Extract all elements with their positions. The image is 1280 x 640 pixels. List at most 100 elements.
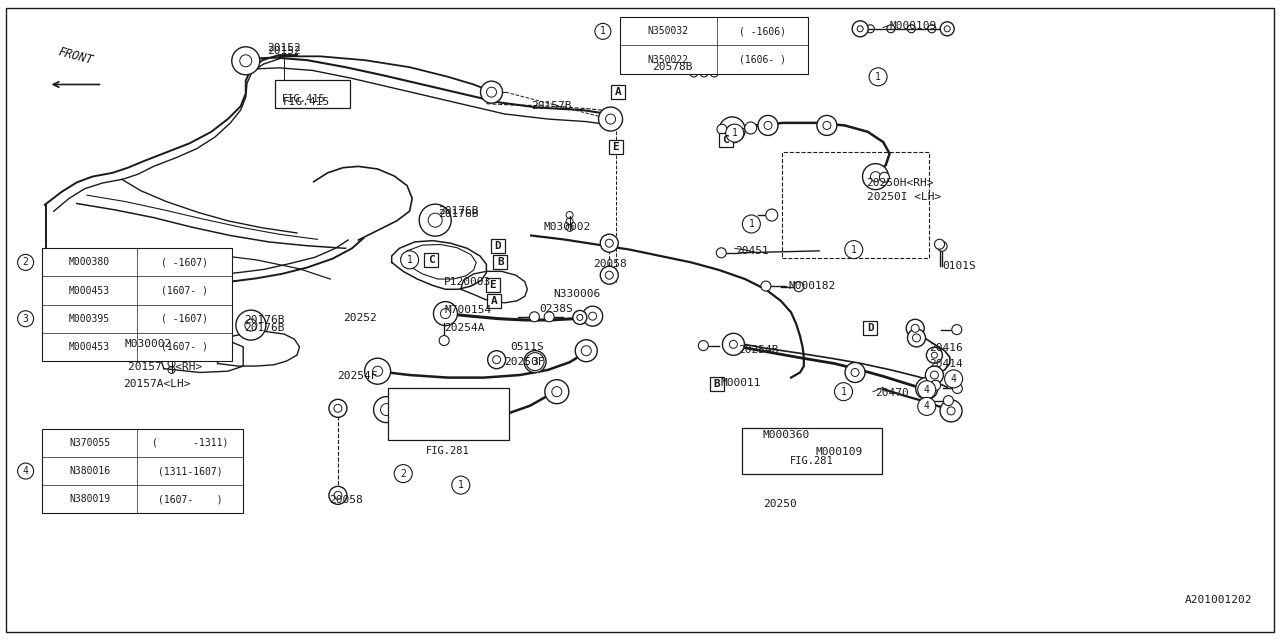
Text: A: A [614, 86, 622, 97]
Text: (1311-1607): (1311-1607) [157, 466, 223, 476]
Circle shape [18, 311, 33, 326]
Text: 2: 2 [401, 468, 406, 479]
Text: FIG.281: FIG.281 [790, 456, 833, 466]
Circle shape [589, 312, 596, 320]
Bar [719, 132, 732, 147]
Bar [488, 294, 500, 308]
Circle shape [380, 404, 393, 415]
Bar [486, 278, 499, 292]
Circle shape [717, 248, 726, 258]
Circle shape [845, 362, 865, 383]
Circle shape [947, 407, 955, 415]
Text: (      -1311): ( -1311) [152, 438, 228, 448]
Text: 0101S: 0101S [942, 261, 975, 271]
Circle shape [937, 241, 947, 252]
Circle shape [794, 282, 804, 292]
Text: A: A [490, 296, 498, 306]
Text: N370055: N370055 [69, 438, 110, 448]
Circle shape [851, 369, 859, 376]
Circle shape [722, 333, 745, 355]
Circle shape [931, 380, 941, 390]
Circle shape [823, 122, 831, 129]
Circle shape [18, 254, 33, 270]
Circle shape [765, 209, 778, 221]
Text: M000109: M000109 [890, 20, 937, 31]
Circle shape [329, 486, 347, 504]
Text: 20254B: 20254B [739, 345, 780, 355]
Circle shape [817, 115, 837, 136]
Text: ( -1607): ( -1607) [161, 314, 207, 324]
Text: M000453: M000453 [69, 285, 110, 296]
Circle shape [719, 117, 745, 143]
Circle shape [927, 347, 942, 363]
Circle shape [429, 213, 442, 227]
Text: 20176B: 20176B [438, 206, 479, 216]
Circle shape [581, 346, 591, 356]
Circle shape [600, 266, 618, 284]
Text: (1607- ): (1607- ) [161, 342, 207, 352]
Circle shape [934, 239, 945, 249]
Text: 20250H<RH>: 20250H<RH> [867, 178, 934, 188]
Circle shape [906, 319, 924, 337]
Circle shape [552, 387, 562, 397]
Text: 20250F: 20250F [504, 356, 545, 367]
Circle shape [582, 306, 603, 326]
Text: 1: 1 [600, 26, 605, 36]
Text: 20414: 20414 [929, 358, 963, 369]
Text: 4: 4 [924, 385, 929, 395]
Text: 20152: 20152 [268, 43, 301, 53]
Text: 0511S: 0511S [511, 342, 544, 352]
Circle shape [244, 319, 257, 331]
Circle shape [18, 463, 33, 479]
Bar [710, 377, 723, 391]
Circle shape [918, 397, 936, 415]
Text: D: D [867, 323, 874, 333]
Text: 1: 1 [876, 72, 881, 82]
Circle shape [334, 404, 342, 412]
Text: 20578B: 20578B [652, 62, 692, 72]
Bar [492, 239, 504, 253]
Circle shape [858, 26, 863, 32]
Circle shape [717, 124, 727, 134]
Circle shape [401, 251, 419, 269]
Circle shape [932, 352, 937, 358]
Circle shape [918, 381, 936, 399]
Text: 20252: 20252 [343, 313, 376, 323]
Text: N380019: N380019 [69, 494, 110, 504]
Circle shape [236, 310, 266, 340]
Text: FIG.415: FIG.415 [282, 93, 325, 104]
Text: FRONT: FRONT [56, 45, 95, 67]
Circle shape [760, 281, 771, 291]
Circle shape [239, 55, 252, 67]
Text: M000380: M000380 [69, 257, 110, 268]
Text: C: C [428, 255, 435, 265]
Circle shape [835, 383, 852, 401]
Bar [494, 255, 507, 269]
Text: M000360: M000360 [763, 430, 810, 440]
Circle shape [952, 383, 963, 394]
Text: FIG.281: FIG.281 [426, 446, 470, 456]
Circle shape [911, 324, 919, 332]
Circle shape [440, 308, 451, 319]
Circle shape [727, 125, 737, 135]
Circle shape [730, 340, 737, 348]
Circle shape [699, 340, 708, 351]
Circle shape [493, 356, 500, 364]
Text: M000109: M000109 [815, 447, 863, 458]
Bar [609, 140, 622, 154]
Circle shape [420, 204, 452, 236]
Text: M030002: M030002 [544, 222, 591, 232]
Text: 20176B: 20176B [244, 323, 285, 333]
Text: 20157  <RH>: 20157 <RH> [128, 362, 202, 372]
Text: 20176B: 20176B [244, 315, 285, 325]
Text: (1606- ): (1606- ) [739, 54, 786, 65]
Circle shape [945, 26, 950, 32]
Text: 1: 1 [851, 244, 856, 255]
Circle shape [943, 396, 954, 406]
Circle shape [530, 312, 539, 322]
Circle shape [869, 68, 887, 86]
Text: 20250: 20250 [763, 499, 796, 509]
Circle shape [605, 114, 616, 124]
Text: N350032: N350032 [648, 26, 689, 36]
Circle shape [595, 23, 611, 40]
